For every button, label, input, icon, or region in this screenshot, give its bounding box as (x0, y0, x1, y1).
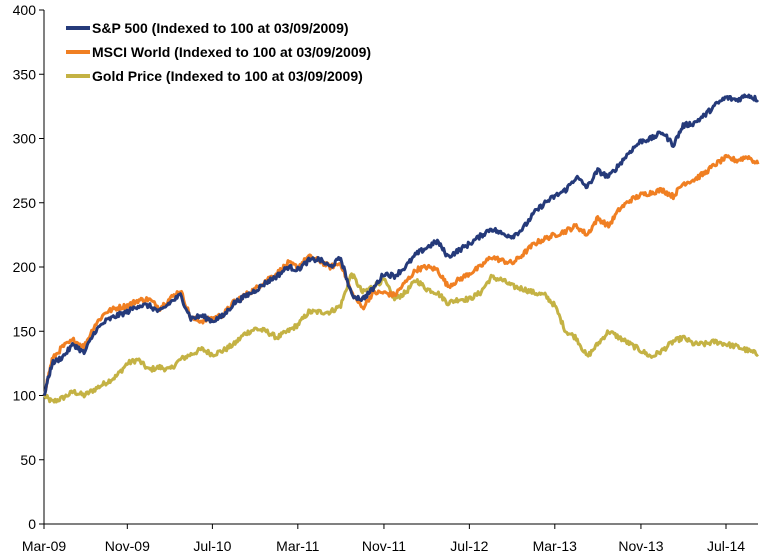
legend-label: S&P 500 (Indexed to 100 at 03/09/2009) (92, 20, 349, 36)
y-tick-label: 400 (13, 2, 37, 18)
series-line-1 (42, 153, 760, 397)
x-tick-label: Mar-11 (276, 538, 320, 554)
series-lines (42, 93, 760, 404)
legend-label: MSCI World (Indexed to 100 at 03/09/2009… (92, 44, 371, 60)
x-tick-label: Jul-12 (450, 538, 488, 554)
x-tick-label: Mar-13 (533, 538, 578, 554)
y-axis: 0 50 100 150 200 250 300 350 400 (13, 2, 45, 532)
legend: S&P 500 (Indexed to 100 at 03/09/2009) MS… (66, 20, 371, 84)
y-tick-label: 0 (28, 516, 36, 532)
y-tick-label: 200 (13, 259, 37, 275)
series-line-2 (43, 272, 760, 404)
y-tick-label: 100 (13, 388, 37, 404)
x-tick-label: Nov-13 (618, 538, 663, 554)
y-tick-label: 250 (13, 195, 37, 211)
x-axis: Mar-09 Nov-09 Jul-10 Mar-11 Nov-11 Jul-12 Mar-… (22, 523, 758, 554)
x-tick-label: Nov-11 (362, 538, 406, 554)
y-tick-label: 350 (13, 66, 37, 82)
x-tick-label: Jul-10 (193, 538, 231, 554)
x-tick-label: Mar-09 (22, 538, 67, 554)
x-tick-label: Nov-09 (105, 538, 150, 554)
legend-label: Gold Price (Indexed to 100 at 03/09/2009… (92, 68, 363, 84)
y-tick-label: 50 (20, 452, 36, 468)
x-tick-label: Jul-14 (707, 538, 745, 554)
y-tick-label: 300 (13, 131, 37, 147)
y-tick-label: 150 (13, 323, 37, 339)
series-line-0 (42, 93, 760, 397)
